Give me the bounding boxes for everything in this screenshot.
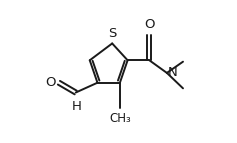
Text: S: S xyxy=(108,27,116,40)
Text: O: O xyxy=(144,18,155,31)
Text: H: H xyxy=(72,100,81,113)
Text: N: N xyxy=(168,66,177,79)
Text: O: O xyxy=(45,76,55,89)
Text: CH₃: CH₃ xyxy=(109,112,131,125)
